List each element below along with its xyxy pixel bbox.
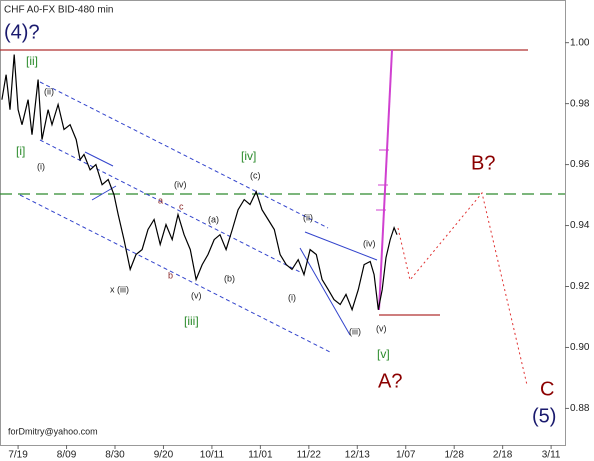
x-tick-label: 3/11	[542, 450, 561, 461]
wave-label: (iii)	[349, 326, 361, 336]
wave-label: (iv)	[363, 238, 376, 248]
y-tick-label: 0.96	[570, 159, 590, 170]
x-tick-label: 11/01	[248, 450, 273, 461]
wave-label: (v)	[376, 323, 387, 333]
wave-label: C	[540, 378, 554, 400]
wedge-line	[299, 247, 351, 336]
wedges	[84, 151, 378, 336]
x-tick-label: 9/20	[154, 450, 174, 461]
forecast-path	[397, 191, 528, 386]
wave-label: (5)	[532, 405, 556, 427]
wave-label: (a)	[208, 214, 219, 224]
x-tick-label: 10/11	[200, 450, 225, 461]
y-tick-label: 0.98	[570, 98, 590, 109]
wave-label: [iv]	[241, 149, 256, 163]
wave-label: c	[179, 201, 184, 211]
plot-area	[0, 0, 566, 446]
wave-label: (ii)	[44, 86, 54, 96]
price-line	[1, 54, 398, 312]
x-tick-label: 8/30	[105, 450, 125, 461]
wave-label: (4)?	[4, 21, 40, 43]
x-tick-label: 7/19	[8, 450, 28, 461]
y-tick-label: 0.90	[570, 342, 590, 353]
wave-label: (iv)	[174, 179, 187, 189]
channel-line	[19, 194, 331, 353]
wave-label: (i)	[37, 161, 45, 171]
wave-label: A?	[378, 370, 402, 392]
projection-line	[378, 49, 393, 311]
wave-label: (b)	[224, 273, 235, 283]
channel-line	[39, 81, 329, 229]
x-tick-label: 8/09	[57, 450, 77, 461]
wave-label: B?	[471, 152, 495, 174]
y-tick-label: 0.94	[570, 220, 590, 231]
wave-label: (i)	[288, 292, 296, 302]
x-tick-label: 1/28	[444, 450, 464, 461]
wave-label: (v)	[191, 290, 202, 300]
wave-label: [ii]	[26, 54, 38, 68]
wave-label: [i]	[16, 144, 25, 158]
y-tick-label: 0.92	[570, 281, 590, 292]
chart-title: CHF A0-FX BID-480 min	[4, 5, 113, 16]
wave-label: [iii]	[184, 314, 199, 328]
x-tick-label: 2/18	[493, 450, 513, 461]
wave-label: [v]	[377, 347, 390, 361]
projection	[376, 49, 393, 311]
wave-label: b	[168, 270, 173, 280]
y-tick-label: 0.88	[570, 403, 590, 414]
wedge-line	[304, 231, 378, 261]
wave-label: x (iii)	[110, 284, 129, 294]
y-tick-label: 1.00	[570, 37, 590, 48]
wave-label: (ii)	[303, 212, 313, 222]
wave-label: a	[158, 195, 163, 205]
wedge-line	[84, 151, 114, 167]
x-tick-label: 1/07	[396, 450, 416, 461]
channel	[19, 81, 331, 353]
wave-label: (c)	[250, 170, 261, 180]
x-tick-label: 11/22	[297, 450, 322, 461]
x-tick-label: 12/13	[345, 450, 370, 461]
footer: forDmitry@yahoo.com	[8, 426, 98, 436]
